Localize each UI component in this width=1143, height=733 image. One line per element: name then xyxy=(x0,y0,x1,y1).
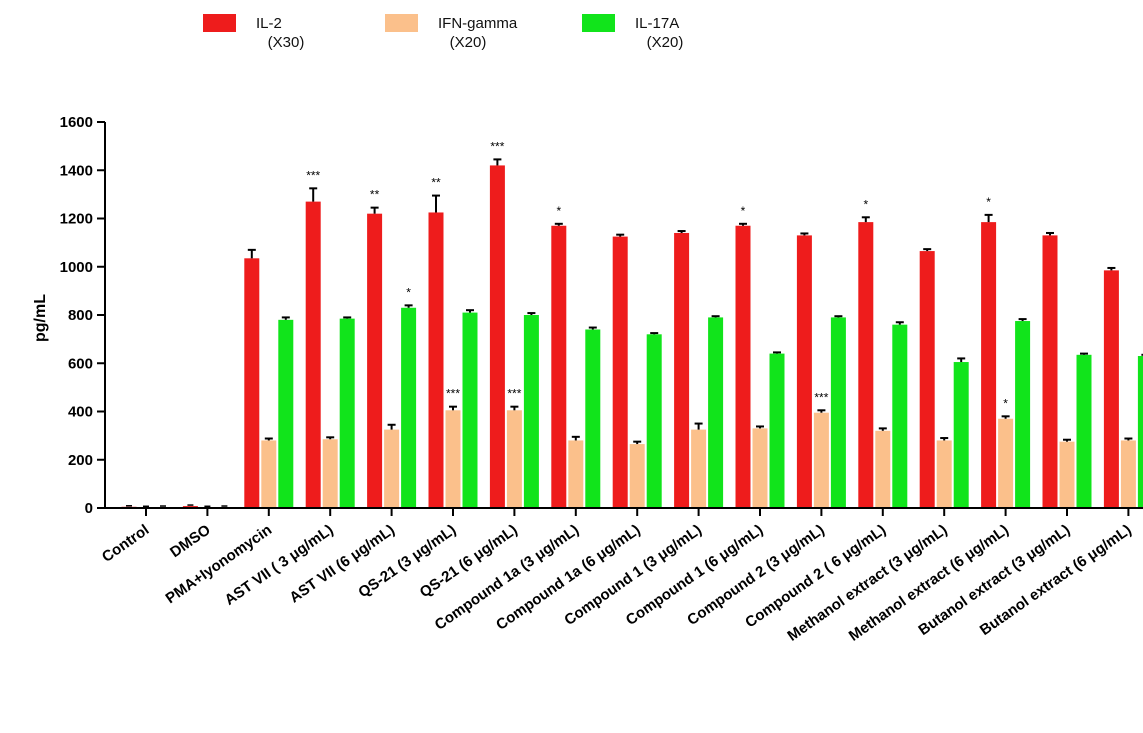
y-axis-title: pg/mL xyxy=(32,294,49,342)
legend-label: IFN-gamma xyxy=(438,15,518,32)
bar xyxy=(384,429,400,508)
bar xyxy=(769,353,785,508)
bar xyxy=(813,412,829,508)
legend-item: IFN-gamma (X20) xyxy=(385,14,518,51)
bar xyxy=(708,317,724,508)
y-tick-label: 1000 xyxy=(60,259,93,276)
y-tick-label: 200 xyxy=(68,452,93,469)
x-category-label: AST VII ( 3 μg/mL) xyxy=(222,521,337,609)
bar xyxy=(919,251,935,508)
bar xyxy=(585,329,601,508)
bar xyxy=(674,232,690,508)
y-tick-label: 600 xyxy=(68,355,93,372)
bar xyxy=(953,362,969,508)
bar xyxy=(875,430,891,508)
significance-marker: * xyxy=(556,204,561,218)
legend-swatch xyxy=(385,14,418,32)
bar xyxy=(998,418,1014,508)
bar xyxy=(278,319,294,508)
legend-label: IL-17A xyxy=(635,15,679,32)
legend-swatch xyxy=(203,14,236,32)
bar xyxy=(445,410,461,508)
significance-marker: *** xyxy=(446,387,460,401)
bar xyxy=(1042,235,1058,508)
significance-marker: ** xyxy=(431,176,441,190)
bar-series-group: *********** * * **** *** *** ** xyxy=(121,139,1143,509)
legend-multiplier: (X20) xyxy=(450,34,487,51)
y-tick-label: 400 xyxy=(68,404,93,421)
x-category-label: DMSO xyxy=(167,521,214,561)
significance-marker: * xyxy=(406,285,411,299)
series-il-17a: * xyxy=(155,285,1143,508)
bar xyxy=(796,235,812,508)
y-tick-label: 1200 xyxy=(60,211,93,228)
significance-marker: *** xyxy=(507,387,521,401)
legend-item: IL-2 (X30) xyxy=(203,14,304,51)
significance-marker: * xyxy=(1003,396,1008,410)
bar xyxy=(936,440,952,508)
bar xyxy=(339,318,355,508)
bar xyxy=(506,410,522,508)
bar xyxy=(322,439,338,508)
bar xyxy=(401,307,417,508)
bar xyxy=(1137,356,1143,508)
bar xyxy=(752,428,768,508)
legend-swatch xyxy=(582,14,615,32)
chart-legend: IL-2 (X30) IFN-gamma (X20) IL-17A (X20) xyxy=(203,14,683,51)
bar xyxy=(892,324,908,508)
bar xyxy=(981,222,997,508)
y-tick-label: 1600 xyxy=(60,114,93,131)
bar xyxy=(1015,321,1031,508)
bar xyxy=(1103,270,1119,508)
legend-multiplier: (X20) xyxy=(647,34,684,51)
significance-marker: *** xyxy=(814,390,828,404)
bar xyxy=(1059,441,1075,508)
significance-marker: *** xyxy=(306,168,320,182)
bar xyxy=(523,315,539,508)
bar xyxy=(489,165,505,509)
significance-marker: * xyxy=(863,197,868,211)
x-category-label: AST VII (6 μg/mL) xyxy=(286,521,397,606)
series-il-2: *********** * * * xyxy=(121,139,1119,509)
y-tick-label: 0 xyxy=(85,500,93,517)
bar xyxy=(367,213,383,509)
bar xyxy=(830,317,846,508)
bar xyxy=(1120,440,1136,508)
y-tick-label: 1400 xyxy=(60,162,93,179)
x-category-label: PMA+Iyonomycin xyxy=(163,521,276,607)
bar xyxy=(1076,354,1092,508)
bar xyxy=(428,212,444,508)
significance-marker: * xyxy=(986,195,991,209)
significance-marker: ** xyxy=(370,188,380,202)
y-tick-label: 800 xyxy=(68,307,93,324)
bar xyxy=(462,312,478,508)
legend-label: IL-2 xyxy=(256,15,282,32)
x-category-label: Control xyxy=(99,521,152,566)
bar xyxy=(551,225,567,509)
bar xyxy=(568,440,584,508)
legend-multiplier: (X30) xyxy=(268,34,305,51)
bar xyxy=(244,258,260,508)
significance-marker: * xyxy=(741,204,746,218)
bar xyxy=(261,440,277,508)
series-ifn-gamma: *** *** *** * xyxy=(138,387,1136,508)
bar xyxy=(691,429,707,508)
y-axis: 0 200 400 600 800 1000 1200 1400 1600 xyxy=(60,114,106,517)
bar xyxy=(305,201,321,509)
bar xyxy=(629,444,645,508)
bar xyxy=(612,236,628,508)
bar xyxy=(646,334,662,508)
bar xyxy=(858,222,874,508)
significance-marker: *** xyxy=(490,139,504,153)
bar xyxy=(735,225,751,509)
legend-item: IL-17A (X20) xyxy=(582,14,683,51)
